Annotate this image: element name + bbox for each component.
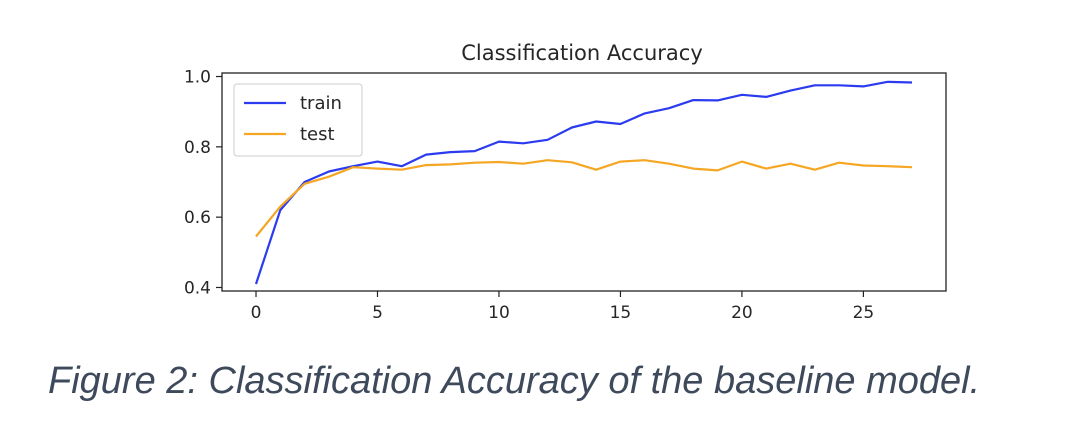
x-tick-label: 20 (731, 303, 753, 323)
x-tick-label: 25 (853, 303, 875, 323)
chart-title: Classification Accuracy (461, 41, 703, 65)
y-tick-label: 1.0 (184, 68, 211, 88)
y-tick-label: 0.8 (184, 138, 211, 158)
plot-lines (254, 80, 913, 285)
x-tick-label: 5 (372, 303, 383, 323)
legend-box (233, 83, 363, 157)
legend-label-train: train (300, 93, 342, 114)
legend-label-test: test (300, 124, 335, 145)
x-axis-ticks: 0 5 10 15 20 25 (251, 291, 875, 323)
figure-caption: Figure 2: Classification Accuracy of the… (48, 360, 981, 402)
series-line-train (254, 80, 913, 285)
y-axis-ticks: 0.4 0.6 0.8 1.0 (184, 68, 222, 298)
series-line-test (255, 159, 913, 238)
y-tick-label: 0.4 (184, 278, 211, 298)
chart: Classification Accuracy 0 5 10 15 20 25 0.40.… (184, 41, 947, 323)
legend: train test (233, 83, 363, 157)
x-tick-label: 10 (488, 303, 510, 323)
x-tick-label: 15 (610, 303, 632, 323)
y-tick-label: 0.6 (184, 208, 211, 228)
x-tick-label: 0 (251, 303, 262, 323)
plot-frame (221, 72, 947, 292)
